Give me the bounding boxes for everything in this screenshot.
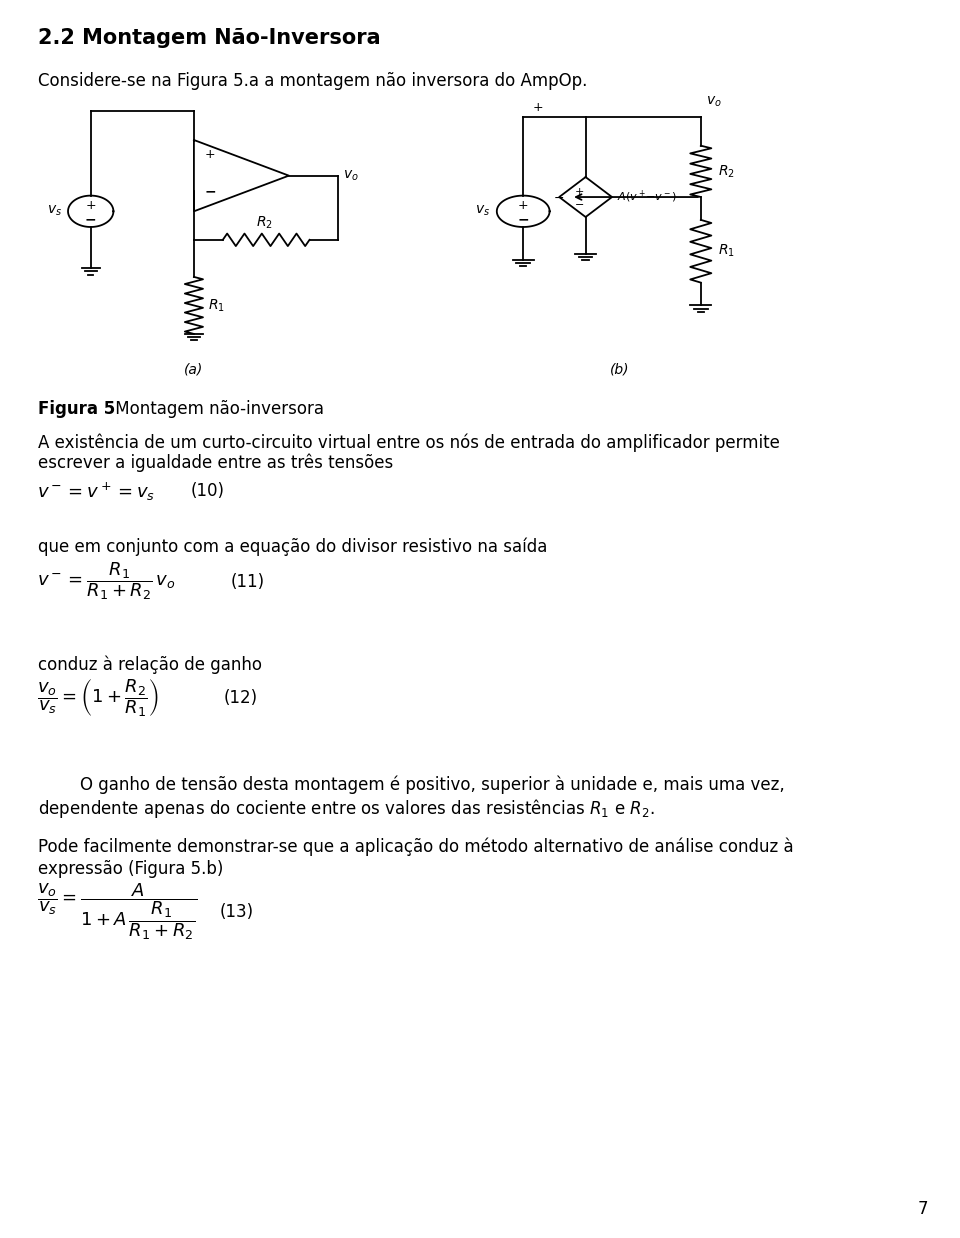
Text: −: − (204, 184, 216, 198)
Text: que em conjunto com a equação do divisor resistivo na saída: que em conjunto com a equação do divisor… (38, 539, 547, 557)
Text: +: + (533, 102, 543, 114)
Text: conduz à relação de ganho: conduz à relação de ganho (38, 655, 262, 673)
Text: +: + (204, 147, 215, 161)
Text: $v_s$: $v_s$ (474, 204, 490, 218)
Text: 2.2 Montagem Não-Inversora: 2.2 Montagem Não-Inversora (38, 28, 380, 48)
Text: (13): (13) (220, 903, 254, 921)
Text: $v^-=\dfrac{R_1}{R_1+R_2}\,v_o$: $v^-=\dfrac{R_1}{R_1+R_2}\,v_o$ (37, 561, 176, 603)
Text: $v_o$: $v_o$ (343, 168, 358, 183)
Text: O ganho de tensão desta montagem é positivo, superior à unidade e, mais uma vez,: O ganho de tensão desta montagem é posit… (38, 775, 784, 794)
Text: $v_o$: $v_o$ (706, 94, 721, 109)
Text: $R_1$: $R_1$ (717, 243, 734, 260)
Text: 7: 7 (918, 1200, 928, 1218)
Text: $v_s$: $v_s$ (47, 204, 61, 218)
Text: expressão (Figura 5.b): expressão (Figura 5.b) (38, 860, 224, 878)
Text: (11): (11) (231, 573, 265, 591)
Text: escrever a igualdade entre as três tensões: escrever a igualdade entre as três tensõ… (38, 454, 394, 473)
Text: $v^- = v^+ = v_s$: $v^- = v^+ = v_s$ (37, 480, 156, 503)
Text: A existência de um curto-circuito virtual entre os nós de entrada do amplificado: A existência de um curto-circuito virtua… (38, 435, 780, 453)
Text: Figura 5: Figura 5 (38, 400, 115, 418)
Text: $\dfrac{v_o}{v_s}=\left(1+\dfrac{R_2}{R_1}\right)$: $\dfrac{v_o}{v_s}=\left(1+\dfrac{R_2}{R_… (37, 677, 159, 719)
Text: $R_2$: $R_2$ (717, 163, 734, 180)
Text: −: − (517, 213, 529, 227)
Text: Considere-se na Figura 5.a a montagem não inversora do AmpOp.: Considere-se na Figura 5.a a montagem nã… (38, 72, 588, 90)
Text: +: + (85, 199, 96, 212)
Text: −: − (84, 213, 97, 227)
Text: (12): (12) (223, 688, 257, 707)
Text: (10): (10) (191, 483, 225, 500)
Text: $A(v^+\!\!-\!v^-)$: $A(v^+\!\!-\!v^-)$ (616, 189, 677, 206)
Text: Pode facilmente demonstrar-se que a aplicação do método alternativo de análise c: Pode facilmente demonstrar-se que a apli… (38, 838, 794, 857)
Text: $\dfrac{v_o}{v_s}=\dfrac{A}{1+A\,\dfrac{R_1}{R_1+R_2}}$: $\dfrac{v_o}{v_s}=\dfrac{A}{1+A\,\dfrac{… (37, 881, 198, 942)
Text: Montagem não-inversora: Montagem não-inversora (110, 400, 324, 418)
Text: +: + (517, 199, 529, 212)
Text: $R_2$: $R_2$ (255, 215, 273, 232)
Text: (b): (b) (610, 363, 629, 376)
Text: (a): (a) (184, 363, 204, 376)
Text: +: + (575, 187, 585, 197)
Text: $R_1$: $R_1$ (208, 297, 226, 313)
Text: −: − (575, 201, 585, 210)
Text: dependente apenas do cociente entre os valores das resistências $R_1$ e $R_2$.: dependente apenas do cociente entre os v… (38, 797, 655, 820)
Text: −: − (554, 192, 564, 206)
